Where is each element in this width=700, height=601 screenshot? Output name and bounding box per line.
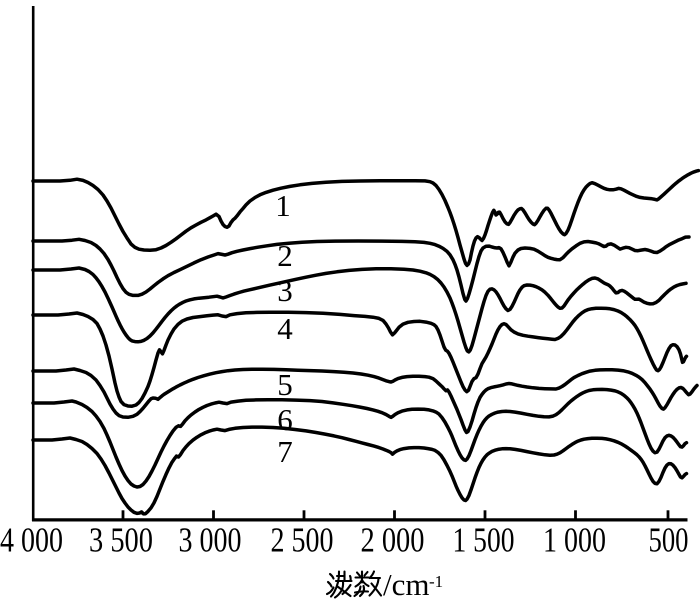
svg-text:3 000: 3 000: [179, 521, 242, 560]
svg-text:500: 500: [649, 521, 689, 560]
svg-text:/cm: /cm: [383, 567, 430, 601]
svg-text:5: 5: [277, 367, 293, 402]
svg-text:2 500: 2 500: [271, 521, 334, 560]
svg-text:2 000: 2 000: [361, 521, 425, 560]
svg-text:-1: -1: [429, 572, 443, 591]
svg-text:7: 7: [277, 434, 293, 469]
svg-text:2: 2: [277, 238, 293, 273]
svg-text:4: 4: [277, 311, 293, 346]
svg-text:3 500: 3 500: [89, 521, 153, 560]
svg-text:1: 1: [275, 188, 291, 223]
svg-text:1 000: 1 000: [543, 521, 606, 560]
svg-text:6: 6: [277, 402, 293, 437]
svg-text:3: 3: [277, 273, 293, 308]
svg-text:4 000: 4 000: [0, 521, 63, 560]
svg-text:1 500: 1 500: [453, 521, 515, 560]
